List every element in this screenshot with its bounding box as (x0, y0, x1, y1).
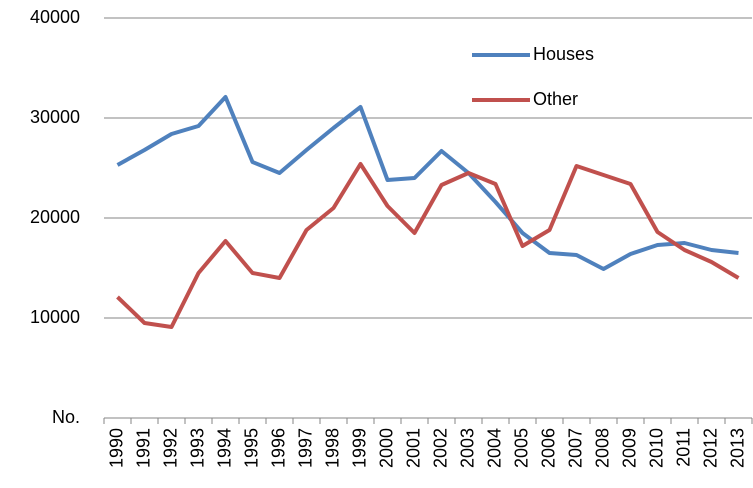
x-tick-label: 2008 (592, 428, 612, 468)
series-line (116, 162, 740, 329)
x-tick-label: 1995 (241, 428, 261, 468)
x-tick-label: 2012 (700, 428, 720, 468)
x-tick-label: 2013 (727, 428, 747, 468)
x-tick-label: 2007 (565, 428, 585, 468)
x-tick-label: 1991 (133, 428, 153, 468)
y-tick-label: 10000 (30, 307, 80, 327)
series-line (116, 95, 739, 271)
x-tick-label: 1998 (322, 428, 342, 468)
y-tick-label: No. (52, 407, 80, 427)
x-tick-label: 2000 (376, 428, 396, 468)
x-tick-label: 2006 (538, 428, 558, 468)
y-tick-label: 30000 (30, 107, 80, 127)
x-tick-label: 1990 (106, 428, 126, 468)
legend-label: Other (533, 89, 578, 109)
x-tick-label: 1994 (214, 428, 234, 468)
legend-label: Houses (533, 44, 594, 64)
x-tick-label: 2010 (646, 428, 666, 468)
x-tick-label: 2005 (511, 428, 531, 468)
x-tick-label: 1997 (295, 428, 315, 468)
y-tick-label: 20000 (30, 207, 80, 227)
x-tick-label: 2003 (457, 428, 477, 468)
x-tick-label: 2001 (403, 428, 423, 468)
x-tick-label: 1992 (160, 428, 180, 468)
x-tick-label: 1993 (187, 428, 207, 468)
y-tick-label: 40000 (30, 7, 80, 27)
x-tick-label: 2002 (430, 428, 450, 468)
x-tick-label: 2009 (619, 428, 639, 468)
x-tick-label: 2004 (484, 428, 504, 468)
x-tick-label: 2011 (673, 428, 693, 467)
x-tick-label: 1999 (349, 428, 369, 468)
x-tick-label: 1996 (268, 428, 288, 468)
